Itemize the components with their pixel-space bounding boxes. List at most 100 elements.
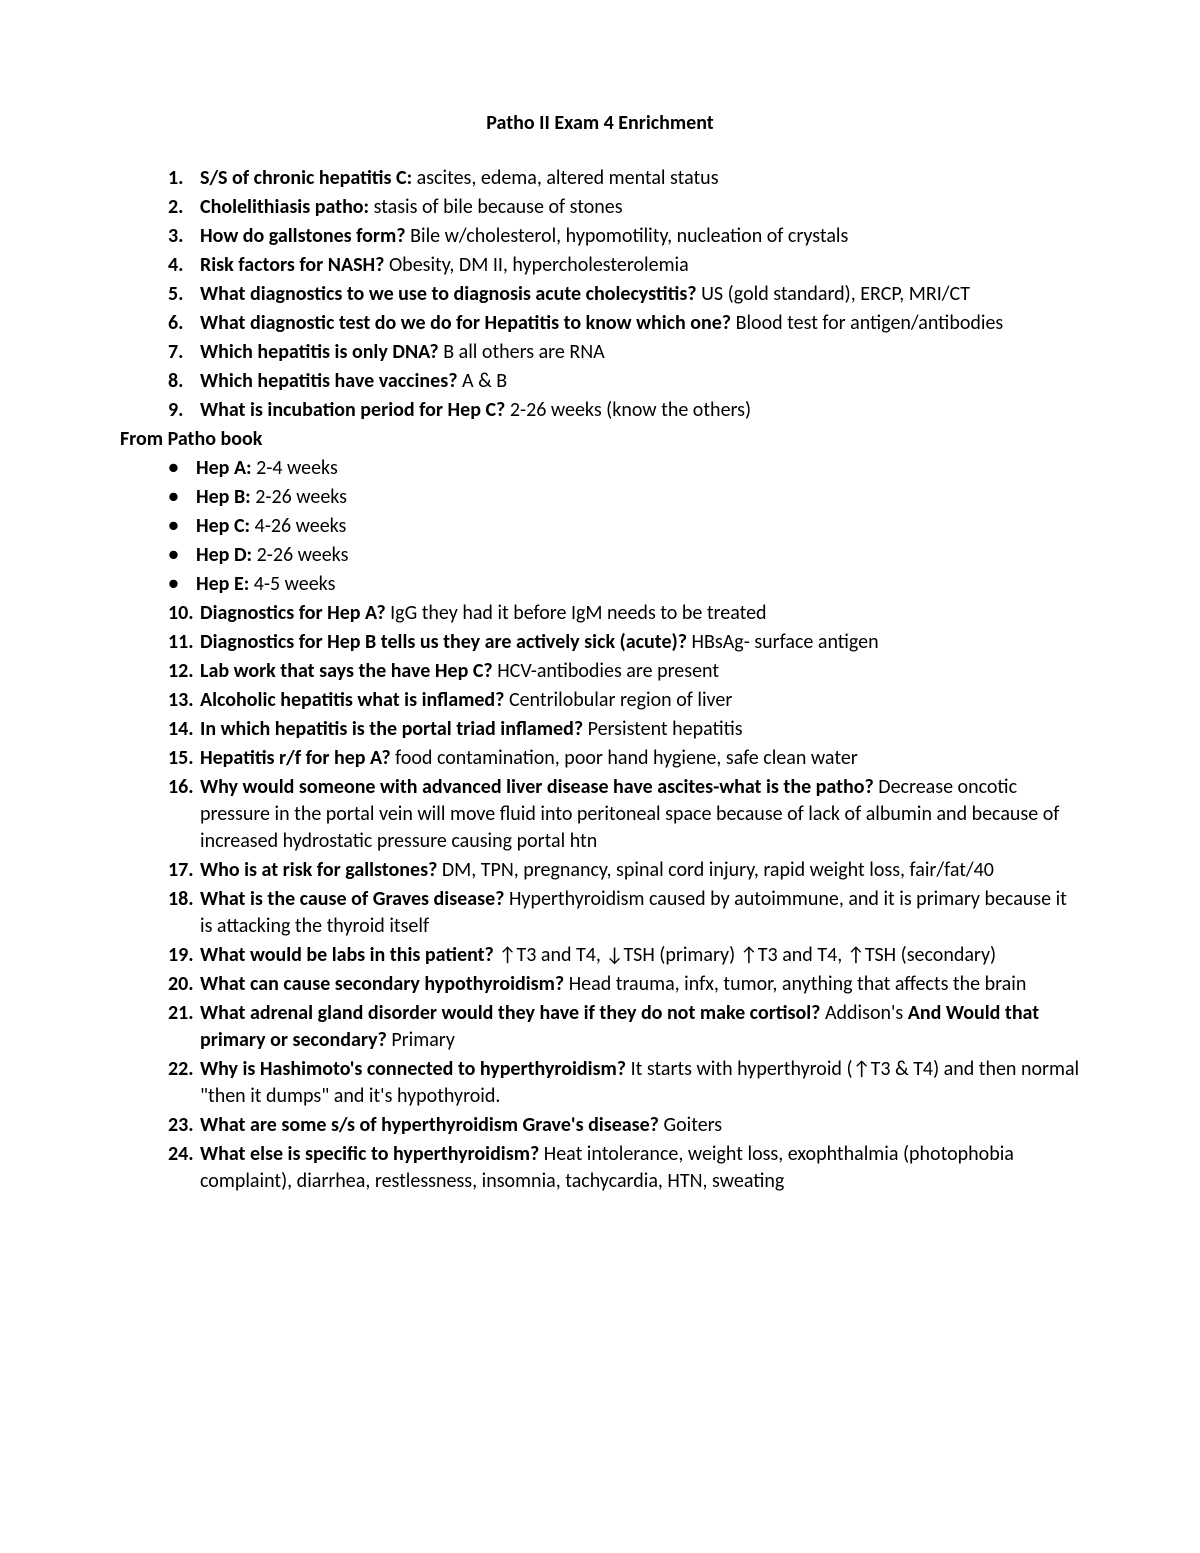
bullet-item: ●Hep B: 2-26 weeks (168, 484, 1080, 511)
item-number: 3. (168, 223, 196, 250)
item-answer: 2-26 weeks (know the others) (505, 398, 751, 422)
item-question: Risk factors for NASH? (200, 253, 384, 277)
item-answer: stasis of bile because of stones (369, 195, 622, 219)
list-item: 17.Who is at risk for gallstones? DM, TP… (168, 857, 1080, 884)
bullet-value: 4-26 weeks (250, 514, 346, 538)
list-item: 14.In which hepatitis is the portal tria… (168, 716, 1080, 743)
item-number: 18. (168, 886, 196, 940)
item-number: 10. (168, 600, 196, 627)
item-question: What is incubation period for Hep C? (200, 398, 505, 422)
bullet-list: ●Hep A: 2-4 weeks●Hep B: 2-26 weeks●Hep … (168, 455, 1080, 598)
item-number: 21. (168, 1000, 196, 1054)
numbered-list-top: 1.S/S of chronic hepatitis C: ascites, e… (168, 165, 1080, 424)
item-content: What is the cause of Graves disease? Hyp… (200, 886, 1080, 940)
list-item: 16.Why would someone with advanced liver… (168, 774, 1080, 855)
bullet-value: 2-4 weeks (252, 456, 338, 480)
document-page: Patho II Exam 4 Enrichment 1.S/S of chro… (0, 0, 1200, 1553)
bullet-content: Hep A: 2-4 weeks (196, 455, 1080, 482)
list-item: 24.What else is specific to hyperthyroid… (168, 1141, 1080, 1195)
item-content: What adrenal gland disorder would they h… (200, 1000, 1080, 1054)
list-item: 20.What can cause secondary hypothyroidi… (168, 971, 1080, 998)
item-question: Who is at risk for gallstones? (200, 858, 437, 882)
bullet-value: 4-5 weeks (249, 572, 335, 596)
item-answer: Addison's (820, 1001, 907, 1025)
list-item: 19.What would be labs in this patient? ↑… (168, 942, 1080, 969)
item-question: What are some s/s of hyperthyroidism Gra… (200, 1113, 659, 1137)
item-number: 19. (168, 942, 196, 969)
item-question: S/S of chronic hepatitis C: (200, 166, 412, 190)
item-answer: IgG they had it before IgM needs to be t… (386, 601, 767, 625)
bullet-icon: ● (168, 484, 196, 511)
list-item: 18.What is the cause of Graves disease? … (168, 886, 1080, 940)
item-question: What would be labs in this patient? (200, 943, 494, 967)
section-label: From Patho book (120, 426, 1080, 453)
bullet-content: Hep B: 2-26 weeks (196, 484, 1080, 511)
list-item: 15.Hepatitis r/f for hep A? food contami… (168, 745, 1080, 772)
list-item: 8.Which hepatitis have vaccines? A & B (168, 368, 1080, 395)
item-content: Risk factors for NASH? Obesity, DM II, h… (200, 252, 1080, 279)
item-answer: Head trauma, infx, tumor, anything that … (564, 972, 1026, 996)
item-question: What else is specific to hyperthyroidism… (200, 1142, 539, 1166)
item-number: 16. (168, 774, 196, 855)
item-content: Hepatitis r/f for hep A? food contaminat… (200, 745, 1080, 772)
item-answer: Centrilobular region of liver (504, 688, 732, 712)
item-answer: food contamination, poor hand hygiene, s… (391, 746, 858, 770)
item-question: Alcoholic hepatitis what is inflamed? (200, 688, 504, 712)
list-item: 10.Diagnostics for Hep A? IgG they had i… (168, 600, 1080, 627)
item-number: 17. (168, 857, 196, 884)
item-question: What diagnostics to we use to diagnosis … (200, 282, 697, 306)
item-number: 2. (168, 194, 196, 221)
item-answer: Persistent hepatitis (583, 717, 743, 741)
bullet-icon: ● (168, 542, 196, 569)
numbered-list-bottom: 10.Diagnostics for Hep A? IgG they had i… (168, 600, 1080, 1195)
item-content: Why would someone with advanced liver di… (200, 774, 1080, 855)
item-question: Lab work that says the have Hep C? (200, 659, 493, 683)
item-number: 8. (168, 368, 196, 395)
item-number: 20. (168, 971, 196, 998)
item-number: 7. (168, 339, 196, 366)
item-question: Hepatitis r/f for hep A? (200, 746, 391, 770)
bullet-item: ●Hep E: 4-5 weeks (168, 571, 1080, 598)
bullet-content: Hep D: 2-26 weeks (196, 542, 1080, 569)
item-answer: Bile w/cholesterol, hypomotility, nuclea… (406, 224, 849, 248)
list-item: 4.Risk factors for NASH? Obesity, DM II,… (168, 252, 1080, 279)
item-answer: Obesity, DM II, hypercholesterolemia (384, 253, 688, 277)
list-item: 1.S/S of chronic hepatitis C: ascites, e… (168, 165, 1080, 192)
item-number: 14. (168, 716, 196, 743)
item-answer: DM, TPN, pregnancy, spinal cord injury, … (437, 858, 994, 882)
item-content: What diagnostics to we use to diagnosis … (200, 281, 1080, 308)
item-question: Which hepatitis is only DNA? (200, 340, 439, 364)
item-question: Why would someone with advanced liver di… (200, 775, 874, 799)
list-item: 7.Which hepatitis is only DNA? B all oth… (168, 339, 1080, 366)
item-content: Who is at risk for gallstones? DM, TPN, … (200, 857, 1080, 884)
item-content: Alcoholic hepatitis what is inflamed? Ce… (200, 687, 1080, 714)
item-answer: HCV-antibodies are present (493, 659, 719, 683)
item-question: How do gallstones form? (200, 224, 406, 248)
item-question: In which hepatitis is the portal triad i… (200, 717, 583, 741)
item-question: Diagnostics for Hep B tells us they are … (200, 630, 687, 654)
item-answer: ↑T3 and T4, ↓TSH (primary) ↑T3 and T4, ↑… (494, 943, 996, 967)
item-question: What adrenal gland disorder would they h… (200, 1001, 820, 1025)
bullet-item: ●Hep D: 2-26 weeks (168, 542, 1080, 569)
list-item: 21.What adrenal gland disorder would the… (168, 1000, 1080, 1054)
bullet-item: ●Hep A: 2-4 weeks (168, 455, 1080, 482)
item-number: 5. (168, 281, 196, 308)
item-content: Which hepatitis have vaccines? A & B (200, 368, 1080, 395)
item-answer-2: Primary (387, 1028, 455, 1052)
bullet-icon: ● (168, 571, 196, 598)
item-answer: A & B (457, 369, 507, 393)
item-number: 1. (168, 165, 196, 192)
item-answer: B all others are RNA (439, 340, 605, 364)
item-number: 9. (168, 397, 196, 424)
bullet-icon: ● (168, 455, 196, 482)
list-item: 6.What diagnostic test do we do for Hepa… (168, 310, 1080, 337)
bullet-content: Hep C: 4-26 weeks (196, 513, 1080, 540)
item-content: Diagnostics for Hep A? IgG they had it b… (200, 600, 1080, 627)
item-number: 4. (168, 252, 196, 279)
bullet-label: Hep E: (196, 572, 249, 596)
bullet-label: Hep A: (196, 456, 252, 480)
item-content: S/S of chronic hepatitis C: ascites, ede… (200, 165, 1080, 192)
item-content: Why is Hashimoto's connected to hyperthy… (200, 1056, 1080, 1110)
bullet-label: Hep B: (196, 485, 251, 509)
item-content: What would be labs in this patient? ↑T3 … (200, 942, 1080, 969)
